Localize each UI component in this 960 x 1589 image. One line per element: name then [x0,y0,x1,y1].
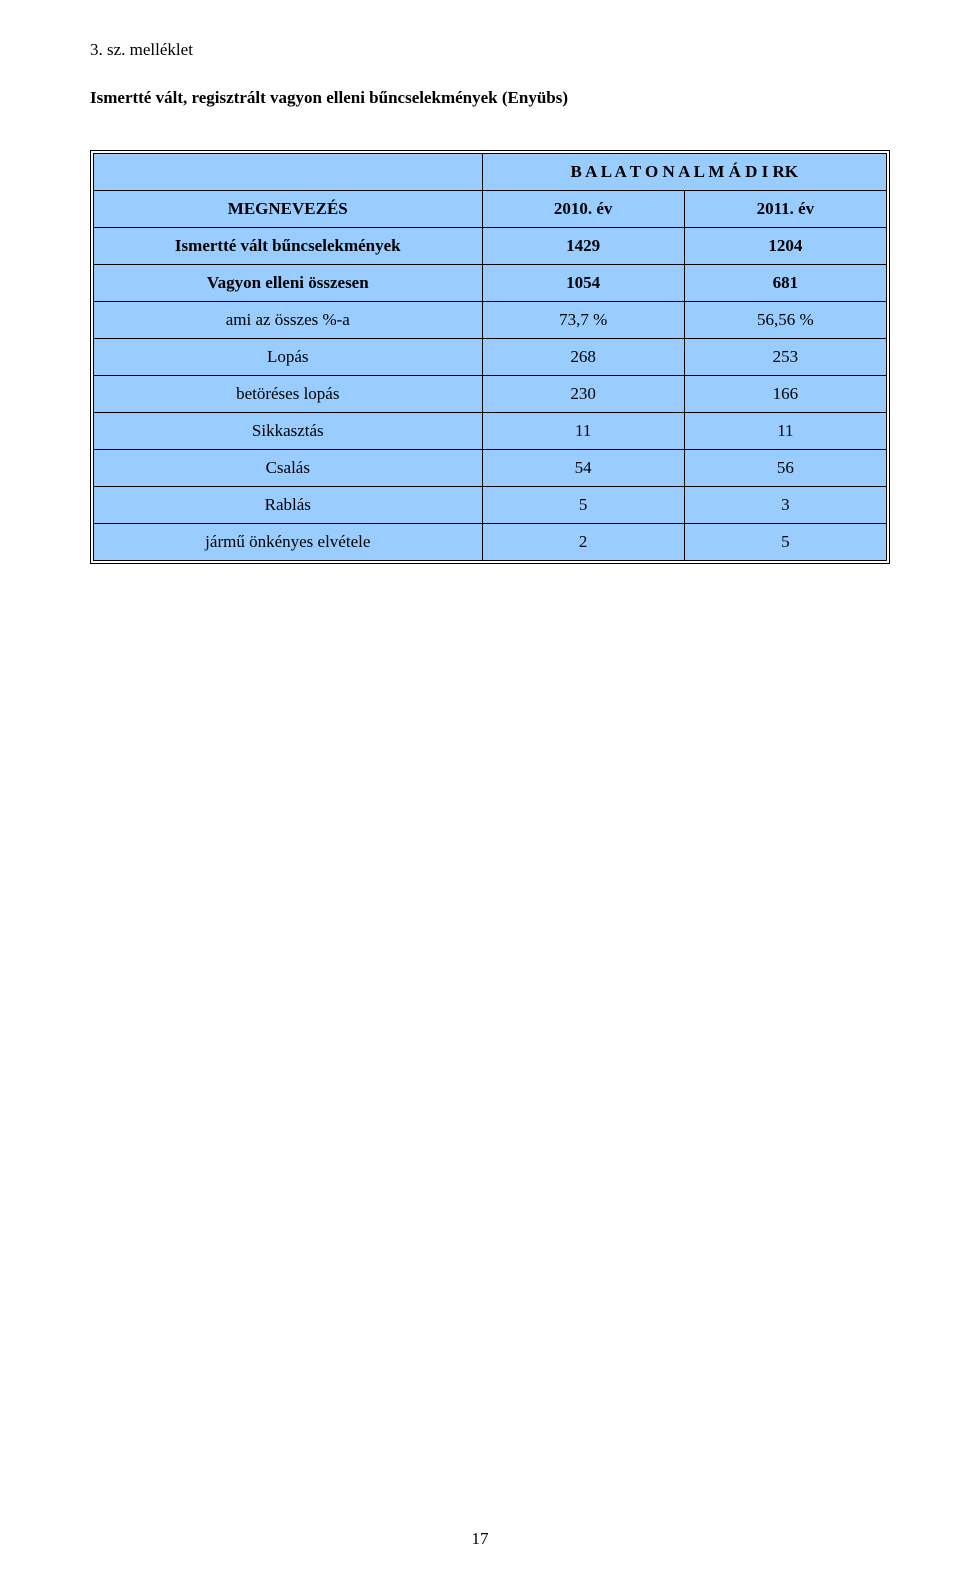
table-body: Ismertté vált bűncselekmények14291204Vag… [94,228,887,561]
row-value-1-text: 1429 [483,228,684,264]
data-table: B A L A T O N A L M Á D I RK MEGNEVEZÉS … [93,153,887,561]
row-value-1-cell: 1429 [482,228,684,265]
row-value-2-text: 253 [685,339,886,375]
table-row: Ismertté vált bűncselekmények14291204 [94,228,887,265]
table-header-row-2: MEGNEVEZÉS 2010. év 2011. év [94,191,887,228]
row-value-1-cell: 54 [482,450,684,487]
row-value-2-text: 1204 [685,228,886,264]
row-label-cell: ami az összes %-a [94,302,483,339]
row-label-cell: Lopás [94,339,483,376]
row-value-2-cell: 166 [684,376,886,413]
table-row: ami az összes %-a73,7 %56,56 % [94,302,887,339]
row-value-2-text: 681 [685,265,886,301]
row-value-1-cell: 5 [482,487,684,524]
header-empty [94,154,482,190]
row-label-cell: Vagyon elleni összesen [94,265,483,302]
row-label-cell: jármű önkényes elvétele [94,524,483,561]
page-number: 17 [0,1529,960,1549]
table-row: betöréses lopás230166 [94,376,887,413]
year-col-2-cell: 2011. év [684,191,886,228]
data-table-outer: B A L A T O N A L M Á D I RK MEGNEVEZÉS … [90,150,890,564]
table-header-row-1: B A L A T O N A L M Á D I RK [94,154,887,191]
row-value-2-text: 56,56 % [685,302,886,338]
row-label-cell: betöréses lopás [94,376,483,413]
row-value-2-cell: 3 [684,487,886,524]
row-label-text: betöréses lopás [94,376,482,412]
row-value-2-cell: 1204 [684,228,886,265]
table-row: jármű önkényes elvétele25 [94,524,887,561]
row-label-text: Rablás [94,487,482,523]
row-label-cell: Rablás [94,487,483,524]
row-value-2-cell: 253 [684,339,886,376]
row-value-1-text: 54 [483,450,684,486]
row-value-2-text: 166 [685,376,886,412]
row-value-1-text: 1054 [483,265,684,301]
row-label-cell: Ismertté vált bűncselekmények [94,228,483,265]
row-value-1-text: 73,7 % [483,302,684,338]
row-label-cell: Sikkasztás [94,413,483,450]
row-value-2-cell: 56,56 % [684,302,886,339]
row-value-1-text: 5 [483,487,684,523]
row-value-2-cell: 5 [684,524,886,561]
row-value-1-text: 268 [483,339,684,375]
row-label-cell: Csalás [94,450,483,487]
row-label-text: Lopás [94,339,482,375]
row-value-2-text: 3 [685,487,886,523]
super-header-text: B A L A T O N A L M Á D I RK [483,154,886,190]
row-label-text: ami az összes %-a [94,302,482,338]
row-value-2-text: 56 [685,450,886,486]
row-value-1-cell: 230 [482,376,684,413]
row-value-1-cell: 11 [482,413,684,450]
row-value-1-text: 11 [483,413,684,449]
super-header-cell: B A L A T O N A L M Á D I RK [482,154,886,191]
row-value-2-cell: 681 [684,265,886,302]
row-value-1-cell: 1054 [482,265,684,302]
row-value-2-cell: 56 [684,450,886,487]
row-label-text: jármű önkényes elvétele [94,524,482,560]
table-row: Sikkasztás1111 [94,413,887,450]
row-value-1-cell: 268 [482,339,684,376]
table-row: Csalás5456 [94,450,887,487]
row-value-2-text: 11 [685,413,886,449]
row-value-1-text: 2 [483,524,684,560]
header-label-cell: MEGNEVEZÉS [94,191,483,228]
header-label-text: MEGNEVEZÉS [94,191,482,227]
row-label-text: Ismertté vált bűncselekmények [94,228,482,264]
document-title: Ismertté vált, regisztrált vagyon elleni… [90,88,890,108]
row-value-1-cell: 2 [482,524,684,561]
row-value-1-text: 230 [483,376,684,412]
table-row: Vagyon elleni összesen1054681 [94,265,887,302]
row-value-2-text: 5 [685,524,886,560]
header-empty-cell [94,154,483,191]
row-value-2-cell: 11 [684,413,886,450]
row-label-text: Vagyon elleni összesen [94,265,482,301]
year-col-1-text: 2010. év [483,191,684,227]
row-label-text: Csalás [94,450,482,486]
year-col-2-text: 2011. év [685,191,886,227]
table-row: Lopás268253 [94,339,887,376]
attachment-label: 3. sz. melléklet [90,40,890,60]
row-value-1-cell: 73,7 % [482,302,684,339]
year-col-1-cell: 2010. év [482,191,684,228]
row-label-text: Sikkasztás [94,413,482,449]
table-row: Rablás53 [94,487,887,524]
